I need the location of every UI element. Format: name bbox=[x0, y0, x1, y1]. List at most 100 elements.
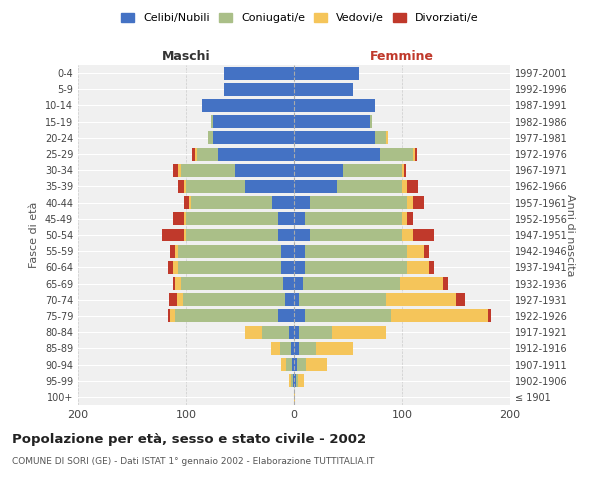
Bar bbox=[402, 212, 407, 226]
Bar bbox=[278, 212, 294, 226]
Bar bbox=[294, 277, 302, 290]
Bar bbox=[186, 228, 278, 241]
Bar bbox=[272, 196, 294, 209]
Bar bbox=[456, 294, 464, 306]
Bar bbox=[294, 164, 343, 176]
Bar bbox=[370, 115, 372, 128]
Bar bbox=[271, 342, 280, 355]
Bar bbox=[294, 212, 305, 226]
Bar bbox=[404, 164, 406, 176]
Bar bbox=[186, 212, 278, 226]
Bar bbox=[296, 374, 298, 387]
Bar bbox=[178, 180, 184, 193]
Bar bbox=[189, 196, 191, 209]
Bar bbox=[170, 244, 175, 258]
Bar bbox=[235, 164, 294, 176]
Bar bbox=[281, 358, 286, 371]
Bar bbox=[424, 244, 429, 258]
Bar bbox=[184, 196, 189, 209]
Bar bbox=[167, 310, 170, 322]
Bar bbox=[197, 148, 218, 160]
Bar bbox=[294, 99, 375, 112]
Bar bbox=[310, 228, 402, 241]
Bar bbox=[294, 148, 380, 160]
Bar bbox=[310, 196, 407, 209]
Bar bbox=[202, 99, 294, 112]
Bar bbox=[294, 66, 359, 80]
Bar bbox=[375, 132, 386, 144]
Bar bbox=[294, 83, 353, 96]
Bar bbox=[289, 326, 294, 338]
Bar bbox=[305, 212, 402, 226]
Bar bbox=[294, 180, 337, 193]
Bar bbox=[181, 164, 235, 176]
Bar bbox=[294, 326, 299, 338]
Bar bbox=[415, 148, 417, 160]
Bar bbox=[175, 310, 278, 322]
Bar bbox=[294, 310, 305, 322]
Bar bbox=[286, 294, 294, 306]
Bar bbox=[178, 244, 281, 258]
Bar bbox=[245, 180, 294, 193]
Bar bbox=[407, 180, 418, 193]
Bar bbox=[343, 164, 402, 176]
Bar bbox=[294, 294, 299, 306]
Text: Femmine: Femmine bbox=[370, 50, 434, 62]
Bar bbox=[191, 196, 272, 209]
Bar bbox=[280, 342, 291, 355]
Bar bbox=[407, 244, 424, 258]
Bar bbox=[299, 294, 386, 306]
Bar bbox=[294, 115, 370, 128]
Bar bbox=[167, 261, 173, 274]
Bar bbox=[402, 180, 407, 193]
Bar bbox=[291, 342, 294, 355]
Bar bbox=[294, 196, 310, 209]
Bar bbox=[294, 342, 299, 355]
Bar bbox=[281, 244, 294, 258]
Bar bbox=[181, 277, 283, 290]
Bar bbox=[286, 358, 292, 371]
Bar bbox=[173, 261, 178, 274]
Bar bbox=[162, 228, 184, 241]
Bar bbox=[298, 374, 304, 387]
Bar bbox=[391, 310, 488, 322]
Bar bbox=[178, 294, 183, 306]
Bar bbox=[173, 277, 175, 290]
Bar bbox=[175, 277, 181, 290]
Bar bbox=[302, 277, 400, 290]
Bar bbox=[213, 132, 294, 144]
Bar bbox=[413, 196, 424, 209]
Bar bbox=[211, 115, 213, 128]
Bar bbox=[294, 390, 295, 404]
Bar bbox=[291, 374, 293, 387]
Bar bbox=[213, 115, 294, 128]
Bar bbox=[289, 374, 291, 387]
Bar bbox=[194, 148, 197, 160]
Text: COMUNE DI SORI (GE) - Dati ISTAT 1° gennaio 2002 - Elaborazione TUTTITALIA.IT: COMUNE DI SORI (GE) - Dati ISTAT 1° genn… bbox=[12, 457, 374, 466]
Bar bbox=[178, 261, 281, 274]
Bar bbox=[429, 261, 434, 274]
Bar bbox=[305, 310, 391, 322]
Bar bbox=[386, 132, 388, 144]
Bar bbox=[173, 212, 184, 226]
Bar bbox=[173, 164, 178, 176]
Bar bbox=[294, 261, 305, 274]
Bar bbox=[380, 148, 413, 160]
Bar bbox=[294, 374, 296, 387]
Bar bbox=[208, 132, 213, 144]
Bar bbox=[488, 310, 491, 322]
Bar bbox=[245, 326, 262, 338]
Bar bbox=[407, 261, 429, 274]
Bar bbox=[283, 277, 294, 290]
Bar bbox=[224, 83, 294, 96]
Bar bbox=[402, 164, 404, 176]
Bar bbox=[297, 358, 306, 371]
Bar bbox=[169, 294, 178, 306]
Bar bbox=[306, 358, 328, 371]
Bar bbox=[299, 326, 332, 338]
Bar bbox=[184, 228, 186, 241]
Bar bbox=[305, 261, 407, 274]
Bar bbox=[178, 164, 181, 176]
Bar bbox=[184, 212, 186, 226]
Bar bbox=[413, 228, 434, 241]
